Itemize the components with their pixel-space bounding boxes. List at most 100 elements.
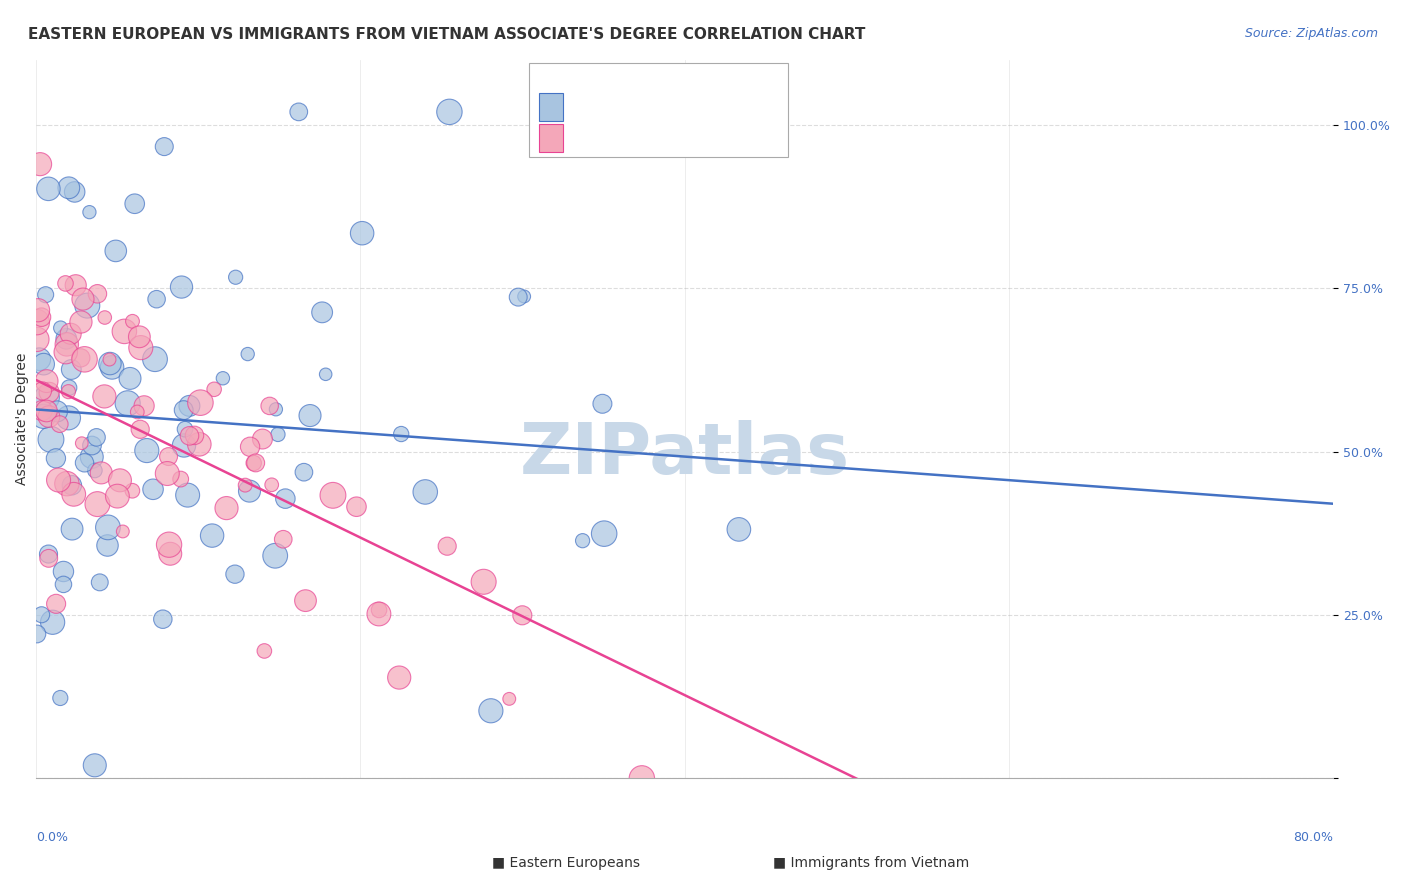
Point [173,403,195,417]
Point [41,615,63,630]
Point [143,352,166,367]
Point [59,326,82,341]
Point [631,772,654,786]
Point [259,399,281,413]
Point [135,443,157,458]
Point [145,292,167,306]
Point [292,465,315,479]
Point [86,497,108,511]
Point [267,427,290,442]
Point [93,389,115,403]
Point [39,433,62,447]
Point [224,567,246,582]
Point [111,524,134,539]
Point [472,574,495,589]
Text: EASTERN EUROPEAN VS IMMIGRANTS FROM VIETNAM ASSOCIATE'S DEGREE CORRELATION CHART: EASTERN EUROPEAN VS IMMIGRANTS FROM VIET… [28,27,866,42]
Point [38,551,60,566]
Point [52,577,75,591]
Point [98,357,121,371]
Text: 76: 76 [737,131,758,146]
Text: N =: N = [685,131,728,146]
Point [55,345,77,359]
Point [124,196,146,211]
Point [31,607,53,622]
Point [25,332,48,346]
Point [176,488,198,502]
Point [322,488,344,502]
Text: -0.587: -0.587 [620,131,675,146]
Point [73,456,96,470]
Point [56,476,79,491]
Point [112,325,135,339]
Point [117,396,139,410]
Point [31,403,53,417]
Point [58,381,80,395]
Point [79,205,101,219]
Point [134,399,156,413]
Point [37,182,59,196]
Point [142,483,165,497]
Point [260,477,283,491]
Point [294,593,316,607]
Point [35,374,58,388]
Text: N =: N = [685,99,728,114]
Text: R =: R = [568,99,600,114]
Text: 80: 80 [737,99,758,114]
Text: ZIPatlas: ZIPatlas [520,420,849,490]
Point [83,463,105,477]
Point [271,533,294,547]
Point [60,478,83,492]
Point [38,385,60,400]
Point [352,226,374,240]
Point [238,484,260,499]
Point [45,597,67,611]
Point [65,278,87,293]
Point [38,409,60,424]
Point [436,539,458,553]
Point [152,612,174,626]
Text: -0.085: -0.085 [620,99,675,114]
Point [298,409,321,423]
Point [156,467,179,481]
Point [63,185,86,199]
Point [591,397,613,411]
Point [367,607,389,621]
Point [245,456,267,470]
Point [239,440,262,454]
Text: 80.0%: 80.0% [1294,830,1333,844]
Point [62,487,84,501]
Point [34,287,56,301]
Point [170,280,193,294]
Point [98,352,121,367]
Point [274,491,297,506]
Point [25,627,48,641]
Point [128,330,150,344]
Point [31,310,53,325]
Point [60,522,83,536]
Text: Source: ZipAtlas.com: Source: ZipAtlas.com [1244,27,1378,40]
Point [86,286,108,301]
Point [479,704,502,718]
Point [121,314,143,328]
Point [346,500,368,514]
Point [212,371,235,385]
Point [183,428,205,442]
Point [55,277,77,291]
Point [32,409,55,424]
Point [80,450,103,464]
Point [118,371,141,385]
Point [28,352,51,367]
Point [45,451,67,466]
Point [233,478,256,492]
Point [105,489,128,503]
Point [83,758,105,772]
Point [157,450,180,464]
Point [73,352,96,367]
Point [60,362,83,376]
Point [129,341,152,355]
Point [190,395,212,409]
Point [70,436,93,450]
Point [368,603,391,617]
Text: 0.0%: 0.0% [37,830,67,844]
Point [173,438,195,452]
